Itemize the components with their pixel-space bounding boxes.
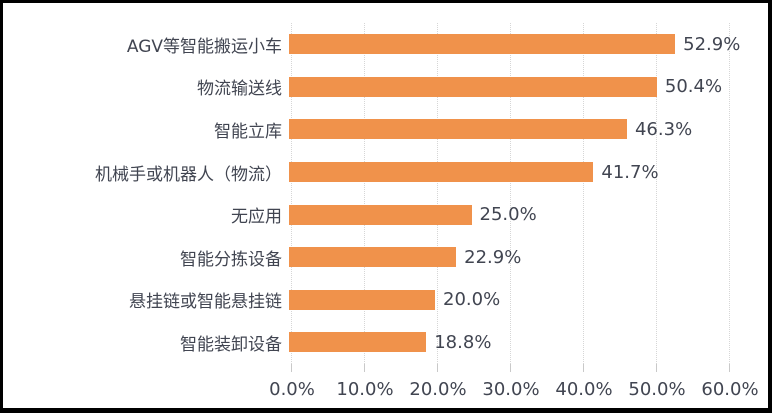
bar-chart-plot-area: 0.0% 10.0% 20.0% 30.0% 40.0% 50.0% 60.0% AGV等智能…	[3, 3, 768, 408]
bar	[289, 76, 657, 97]
bar	[289, 247, 457, 268]
gridline	[583, 23, 584, 364]
gridline	[364, 23, 365, 364]
value-label: 22.9%	[464, 246, 522, 268]
x-axis-label: 20.0%	[409, 379, 467, 400]
category-label: 物流输送线	[197, 79, 282, 100]
bar-row: 机械手或机器人（物流） 41.7%	[3, 151, 768, 194]
value-label: 20.0%	[443, 289, 501, 311]
bar-row: AGV等智能搬运小车 52.9%	[3, 23, 768, 66]
bar-row: 悬挂链或智能悬挂链 20.0%	[3, 279, 768, 322]
bar	[289, 204, 472, 225]
bar-row: 智能装卸设备 18.8%	[3, 321, 768, 364]
gridline	[510, 23, 511, 364]
value-label: 50.4%	[664, 76, 723, 98]
category-label: 悬挂链或智能悬挂链	[129, 292, 282, 313]
x-axis-label: 50.0%	[628, 379, 686, 400]
bar-row: 智能分拣设备 22.9%	[3, 236, 768, 279]
category-label: AGV等智能搬运小车	[126, 36, 282, 57]
x-axis-label: 0.0%	[269, 379, 315, 400]
gridline	[656, 23, 657, 364]
category-label: 智能装卸设备	[180, 334, 282, 355]
category-label: 机械手或机器人（物流）	[95, 164, 282, 185]
category-label: 智能分拣设备	[180, 249, 282, 270]
x-axis-label: 10.0%	[336, 379, 394, 400]
x-axis-tick	[364, 364, 365, 372]
value-label: 52.9%	[683, 33, 741, 55]
x-axis-label: 60.0%	[701, 379, 759, 400]
value-label: 18.8%	[434, 331, 492, 353]
bar-row: 智能立库 46.3%	[3, 108, 768, 151]
x-axis-tick	[437, 364, 438, 372]
gridline	[437, 23, 438, 364]
value-label: 25.0%	[479, 204, 537, 226]
x-axis-tick	[583, 364, 584, 372]
category-label: 智能立库	[214, 121, 282, 142]
bar-row: 无应用 25.0%	[3, 193, 768, 236]
bar	[289, 34, 676, 55]
value-label: 41.7%	[601, 161, 659, 183]
x-axis-tick	[291, 364, 292, 372]
bar	[289, 119, 627, 140]
bar	[289, 162, 594, 183]
value-label: 46.3%	[634, 118, 693, 140]
bar-row: 物流输送线 50.4%	[3, 66, 768, 109]
x-axis-tick	[729, 364, 730, 372]
bar	[289, 289, 435, 310]
x-axis-label: 40.0%	[555, 379, 613, 400]
gridline	[291, 23, 292, 364]
bar	[289, 332, 427, 353]
x-axis-tick	[656, 364, 657, 372]
x-axis-tick	[510, 364, 511, 372]
x-axis-label: 30.0%	[482, 379, 540, 400]
category-label: 无应用	[231, 207, 282, 228]
gridline	[729, 23, 730, 364]
